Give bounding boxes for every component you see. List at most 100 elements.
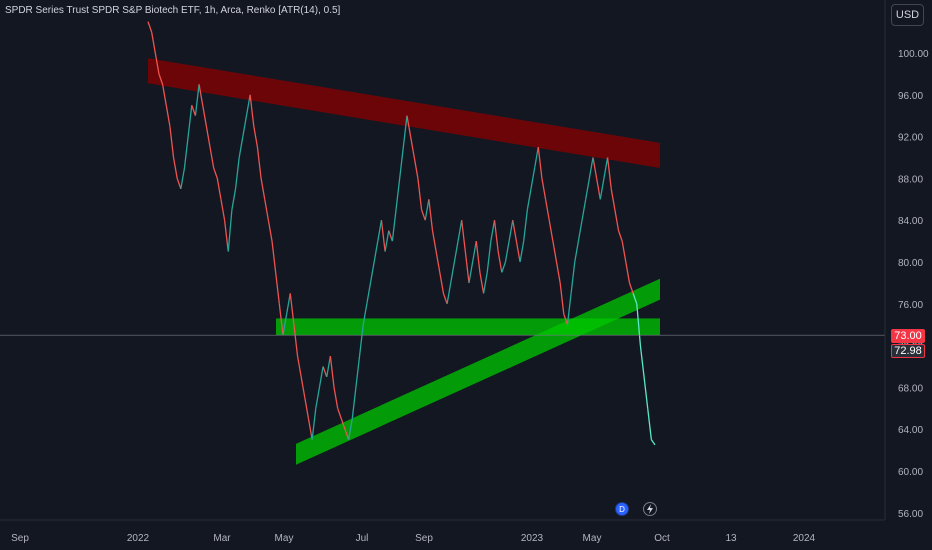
series-segment [471,240,477,263]
series-segment [559,282,565,315]
series-segment [388,230,393,242]
series-segment [256,146,262,179]
series-segment [154,52,160,75]
series-segment [479,272,485,294]
series-segment [435,251,441,273]
series-segment [544,199,550,221]
series-segment [566,293,572,325]
series-segment [621,240,627,263]
series-segment [165,105,171,127]
series-segment [552,240,558,263]
series-segment [537,146,543,179]
series-segment [497,251,503,273]
series-segment [245,94,251,116]
series-segment [300,376,306,398]
series-segment [234,157,240,189]
series-segment [333,387,339,409]
series-segment [428,199,434,231]
chart-title: SPDR Series Trust SPDR S&P Biotech ETF, … [5,5,341,16]
series-segment [523,209,528,242]
series-segment [533,146,539,169]
series-segment [223,220,229,252]
series-segment [486,241,492,273]
x-tick-label: Jul [356,533,369,544]
series-segment [293,324,299,357]
series-segment [493,220,499,252]
series-segment [413,157,419,179]
series-segment [453,240,459,263]
series-segment [158,73,164,85]
series-segment [592,157,598,179]
series-segment [450,261,456,284]
series-segment [599,178,605,200]
currency-button[interactable]: USD [891,4,924,26]
series-segment [285,293,291,315]
band-support-rising [296,278,660,465]
series-segment [358,324,364,357]
series-segment [610,188,616,210]
series-segment [322,366,328,378]
x-tick-label: Sep [415,533,433,544]
series-segment [202,105,208,127]
y-axis: 56.0060.0064.0068.0072.0076.0080.0084.00… [884,0,929,520]
series-segment [420,209,426,221]
series-segment [275,272,280,304]
series-segment [187,105,193,137]
y-tick-label: 80.00 [898,258,923,269]
series-segment [530,167,536,189]
y-tick-label: 64.00 [898,425,923,436]
series-segment [267,220,273,242]
series-segment [482,272,488,294]
series-segment [264,199,270,221]
series-segment [504,240,510,263]
series-segment [296,355,302,378]
series-segment [577,220,583,242]
series-segment [508,220,514,242]
series-segment [563,314,569,325]
series-segment [151,31,156,54]
series-segment [176,178,182,190]
dividend-event-icon[interactable]: D [615,502,629,516]
series-segment [307,418,313,440]
x-tick-label: 13 [725,533,737,544]
series-segment [457,220,463,242]
series-segment [409,136,415,158]
series-segment [439,272,445,294]
last-price-badge: 72.98 [891,344,925,358]
series-segment [351,387,357,419]
series-segment [366,282,372,304]
y-tick-label: 100.00 [898,49,929,60]
series-segment [632,293,638,305]
series-segment [249,94,255,127]
x-tick-label: Mar [213,533,231,544]
series-segment [209,146,215,169]
series-segment [650,439,656,446]
series-segment [446,282,452,304]
series-segment [391,209,397,242]
series-segment [617,230,623,242]
x-tick-label: May [583,533,602,544]
split-event-icon[interactable] [643,502,657,516]
series-segment [227,209,233,252]
series-segment [603,157,609,179]
series-segment [490,220,496,242]
series-segment [238,136,244,158]
series-segment [424,199,430,221]
series-segment [161,84,167,106]
series-segment [548,220,554,242]
x-tick-label: 2024 [793,533,816,544]
y-tick-label: 76.00 [898,300,923,311]
series-segment [647,408,652,440]
x-tick-label: 2023 [521,533,544,544]
series-segment [205,126,211,148]
series-segment [399,146,404,179]
series-segment [588,157,594,179]
series-segment [581,199,587,221]
series-segment [570,261,576,294]
series-segment [329,355,335,388]
series-segment [377,220,383,242]
series-segment [282,314,288,336]
series-segment [468,261,474,284]
series-segment [172,157,178,179]
